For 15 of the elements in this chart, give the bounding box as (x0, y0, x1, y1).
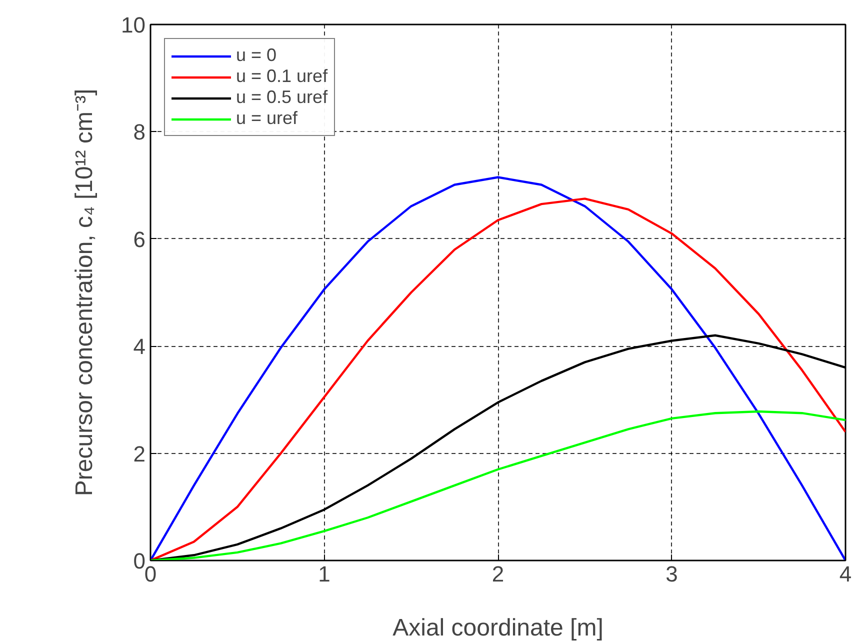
x-tick-label: 2 (492, 562, 504, 586)
x-tick-label: 3 (666, 562, 678, 586)
y-tick-label: 2 (133, 441, 146, 466)
y-tick-label: 10 (121, 12, 146, 38)
y-axis-title: Precursor concentration, c₄ [10¹² cm⁻³] (71, 88, 98, 496)
x-tick-label: 4 (839, 562, 852, 586)
legend-label: u = 0.5 uref (236, 87, 328, 108)
y-tick-label: 8 (133, 120, 146, 145)
legend-label: u = 0 (236, 45, 277, 66)
y-tick-label: 4 (133, 334, 146, 360)
legend-label: u = 0.1 uref (236, 66, 328, 87)
y-tick-label: 6 (133, 226, 146, 252)
x-axis-title: Axial coordinate [m] (392, 614, 604, 642)
x-tick-label: 1 (318, 562, 330, 586)
legend-label: u = uref (236, 108, 298, 129)
